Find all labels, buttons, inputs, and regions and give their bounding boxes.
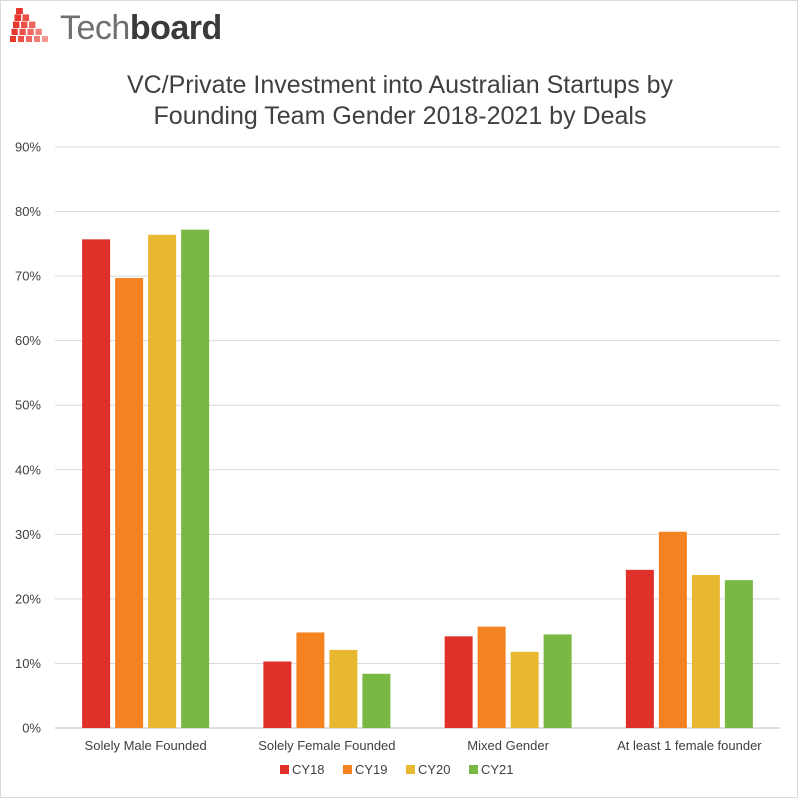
y-tick-label: 0%: [22, 721, 41, 736]
y-tick-label: 50%: [15, 398, 41, 413]
chart-title-line-1: VC/Private Investment into Australian St…: [126, 71, 674, 99]
legend-swatch-cy18: [280, 765, 289, 774]
category-label: Solely Female Founded: [258, 738, 395, 753]
bar-cy19: [296, 632, 325, 728]
legend-swatch-cy19: [343, 765, 352, 774]
y-tick-label: 40%: [15, 462, 41, 477]
legend-label: CY20: [418, 762, 451, 777]
logo-text-bold: board: [129, 9, 222, 47]
bar-cy21: [543, 634, 572, 728]
legend-swatch-cy21: [469, 765, 478, 774]
logo-tile: [19, 28, 26, 35]
chart-title-line-2: Founding Team Gender 2018-2021 by Deals: [153, 102, 647, 130]
legend-swatch-cy20: [406, 765, 415, 774]
bar-cy19: [477, 626, 506, 728]
bar-cy20: [148, 234, 177, 728]
logo-grid-icon: [10, 8, 48, 42]
bar-cy19: [115, 278, 144, 728]
techboard-logo: Techboard: [8, 8, 222, 48]
logo-tile: [42, 36, 48, 42]
bar-cy18: [625, 569, 654, 728]
bar-cy18: [82, 239, 111, 728]
y-tick-label: 80%: [15, 204, 41, 219]
logo-tile: [26, 36, 32, 42]
logo-tile: [34, 36, 40, 42]
logo-text-light: Tech: [60, 9, 130, 47]
bar-cy21: [362, 673, 391, 728]
bar-cy20: [329, 649, 358, 728]
logo-tile: [21, 21, 28, 28]
y-tick-label: 30%: [15, 527, 41, 542]
y-tick-label: 60%: [15, 333, 41, 348]
legend-label: CY19: [355, 762, 388, 777]
logo-tile: [22, 14, 30, 21]
bar-cy21: [724, 580, 753, 728]
logo-tile: [35, 28, 42, 35]
category-label: At least 1 female founder: [617, 738, 762, 753]
logo-tile: [13, 21, 20, 28]
logo-tile: [14, 14, 22, 21]
chart-title: VC/Private Investment into Australian St…: [0, 70, 800, 132]
logo-tile: [10, 36, 16, 42]
legend-label: CY18: [292, 762, 325, 777]
logo-tile: [11, 28, 18, 35]
bar-cy19: [658, 531, 687, 728]
y-tick-label: 20%: [15, 591, 41, 606]
bar-cy18: [444, 636, 473, 728]
bar-cy20: [510, 651, 539, 728]
logo-wordmark: Techboard: [60, 8, 222, 48]
logo-tile: [29, 21, 36, 28]
legend-label: CY21: [481, 762, 514, 777]
category-label: Solely Male Founded: [85, 738, 207, 753]
bar-cy21: [181, 229, 210, 728]
category-label: Mixed Gender: [467, 738, 549, 753]
bar-cy18: [263, 661, 292, 728]
y-tick-label: 70%: [15, 269, 41, 284]
logo-tile: [27, 28, 34, 35]
bar-cy20: [691, 575, 720, 728]
y-tick-label: 90%: [15, 140, 41, 155]
logo-tile: [18, 36, 24, 42]
logo-tile: [16, 8, 23, 14]
y-tick-label: 10%: [15, 656, 41, 671]
